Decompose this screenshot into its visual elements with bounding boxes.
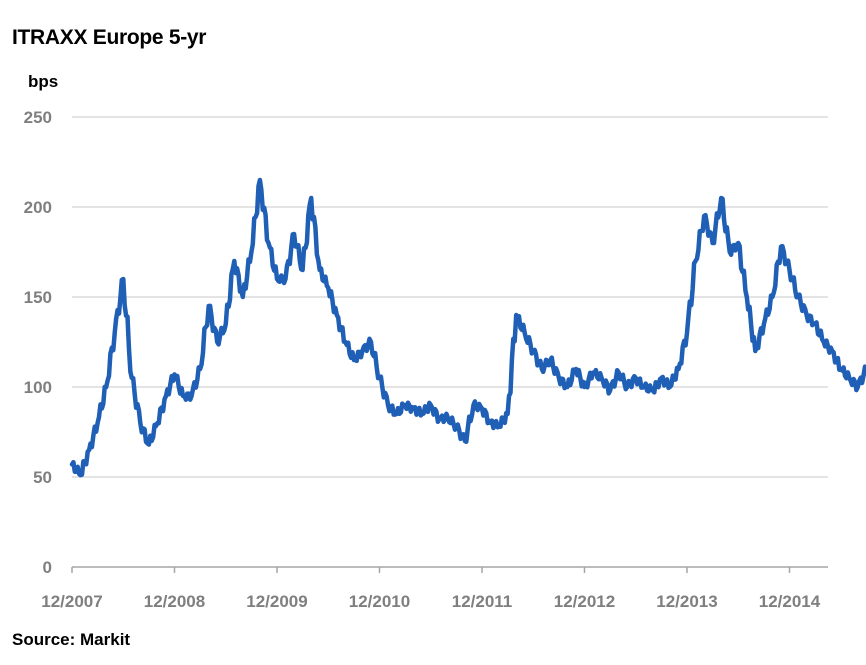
y-tick-label: 150 [24,288,52,307]
y-tick-label: 100 [24,378,52,397]
y-tick-label: 0 [43,558,52,577]
y-tick-label: 50 [33,468,52,487]
x-tick-label: 12/2014 [759,592,821,611]
x-tick-label: 12/2008 [144,592,205,611]
x-tick-label: 12/2011 [452,592,513,611]
x-tick-label: 12/2010 [349,592,410,611]
x-tick-label: 12/2012 [554,592,615,611]
x-tick-label: 12/2013 [656,592,717,611]
x-tick-label: 12/2009 [246,592,307,611]
chart-title: ITRAXX Europe 5-yr [12,26,207,49]
y-axis-unit-label: bps [28,72,59,91]
x-tick-label: 12/2007 [41,592,102,611]
y-tick-label: 200 [24,198,52,217]
y-tick-label: 250 [24,108,52,127]
series-line [69,177,866,478]
y-axis-ticks: 0 50 100 150 200 250 [24,108,52,577]
source-note: Source: Markit [12,630,131,649]
x-axis-ticks: 12/2007 12/2008 12/2009 12/2010 12/2011 12/20… [41,567,821,611]
